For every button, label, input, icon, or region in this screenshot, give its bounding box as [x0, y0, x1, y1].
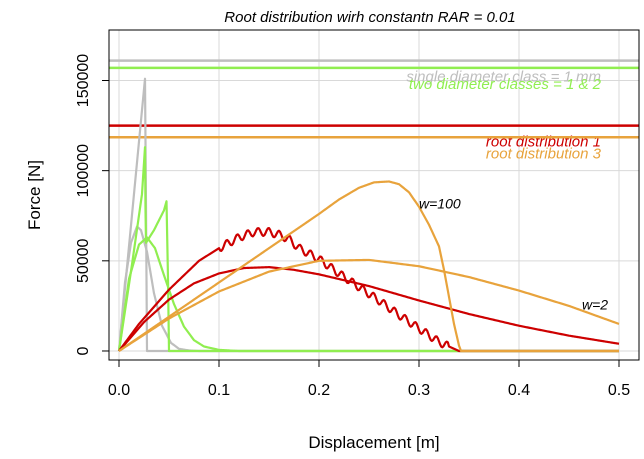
- y-tick-label-3: 150000: [75, 54, 92, 107]
- series-line-dist3-7: [118, 258, 620, 352]
- x-tick-label-1: 0.1: [208, 382, 230, 399]
- axis-layer: 0.0 0.1 0.2 0.3 0.4 0.5 0 50000 100000 150000: [75, 54, 630, 399]
- reference-line-label-1: two diameter classes = 1 & 2: [409, 76, 602, 93]
- y-tick-label-0: 0: [75, 346, 92, 355]
- series-line-dist3-6: [118, 180, 619, 353]
- series-layer: [117, 77, 620, 353]
- x-tick-label-2: 0.2: [308, 382, 330, 399]
- series-line-single-1: [117, 225, 619, 353]
- reference-line-label-0: single diameter class = 1 mm: [406, 69, 601, 86]
- chart-title: Root distribution wirh constantn RAR = 0…: [224, 9, 515, 26]
- x-tick-label-3: 0.3: [408, 382, 430, 399]
- y-axis-label: Force [N]: [25, 160, 44, 230]
- plot-frame: [108, 29, 640, 361]
- reference-line-label-3: root distribution 3: [486, 145, 602, 162]
- x-tick-label-0: 0.0: [108, 382, 130, 399]
- series-line-dist1-4: [118, 227, 619, 353]
- x-tick-label-5: 0.5: [608, 382, 630, 399]
- series-line-two-3: [117, 236, 619, 353]
- x-axis-label: Displacement [m]: [308, 433, 439, 452]
- annotation-0: w=100: [419, 196, 461, 212]
- x-tick-label-4: 0.4: [508, 382, 530, 399]
- annotations: w=100 w=2: [419, 196, 608, 313]
- annotation-1: w=2: [582, 297, 608, 313]
- series-line-dist1-5: [118, 266, 620, 352]
- series-line-two-2: [117, 146, 619, 353]
- series-line-single-0: [117, 77, 619, 353]
- y-tick-label-1: 50000: [75, 238, 92, 283]
- y-tick-label-2: 100000: [75, 144, 92, 197]
